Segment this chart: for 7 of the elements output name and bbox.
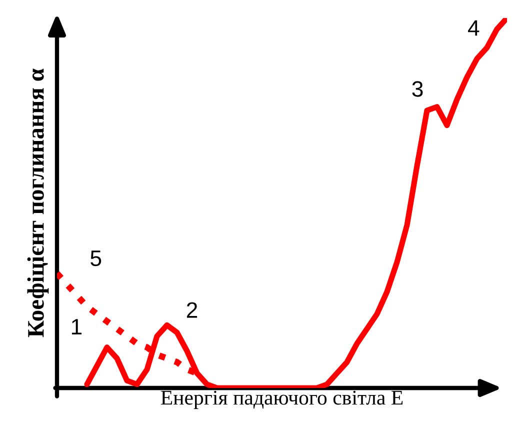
annotation: 4: [468, 20, 480, 36]
y-axis-title: Коефіцієнт поглинання α: [27, 68, 49, 338]
x-axis-title: Енергія падаючого світла E: [160, 390, 403, 409]
annotation: 5: [90, 250, 102, 266]
annotation: 2: [186, 302, 198, 318]
annotation: 3: [412, 81, 423, 97]
annotation: 1: [72, 319, 82, 334]
